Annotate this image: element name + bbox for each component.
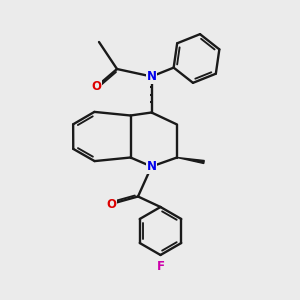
- Text: N: N: [146, 70, 157, 83]
- Text: N: N: [146, 160, 157, 173]
- Text: F: F: [157, 260, 164, 273]
- Text: O: O: [91, 80, 101, 94]
- Text: O: O: [106, 197, 116, 211]
- Polygon shape: [177, 158, 204, 164]
